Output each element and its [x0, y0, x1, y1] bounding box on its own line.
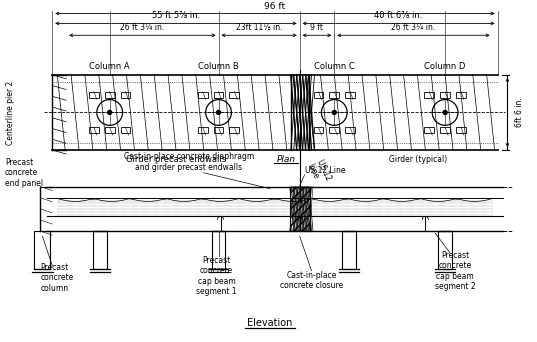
Bar	[93, 231, 107, 269]
Text: 9 ft: 9 ft	[310, 23, 323, 32]
Text: 26 ft 3¼ in.: 26 ft 3¼ in.	[391, 23, 436, 32]
Bar	[314, 92, 323, 97]
Circle shape	[332, 110, 336, 115]
Bar	[89, 127, 99, 133]
Text: Girder precast endwalls: Girder precast endwalls	[126, 155, 226, 164]
Text: US 12
Line: US 12 Line	[306, 158, 332, 186]
Circle shape	[443, 110, 447, 115]
Text: Cast-in-place
concrete closure: Cast-in-place concrete closure	[280, 271, 343, 290]
Bar	[440, 92, 450, 97]
Bar	[342, 231, 356, 269]
Text: Cast-in-place concrete diaphragm
and girder precast endwalls: Cast-in-place concrete diaphragm and gir…	[124, 153, 254, 172]
Text: Plan: Plan	[276, 155, 295, 164]
Bar	[229, 92, 240, 97]
Bar	[214, 127, 223, 133]
Bar	[456, 127, 466, 133]
Bar	[212, 231, 226, 269]
Text: Precast
concrete
cap beam
segment 2: Precast concrete cap beam segment 2	[434, 251, 475, 291]
Bar	[121, 92, 130, 97]
Bar	[329, 127, 339, 133]
Bar	[440, 127, 450, 133]
Text: 26 ft 3¼ in.: 26 ft 3¼ in.	[120, 23, 164, 32]
Bar	[424, 127, 434, 133]
Text: 40 ft 6⅞ in.: 40 ft 6⅞ in.	[374, 11, 423, 21]
Text: Elevation: Elevation	[248, 318, 293, 328]
Bar	[121, 127, 130, 133]
Text: US 12 Line: US 12 Line	[304, 166, 345, 175]
Bar	[438, 231, 452, 269]
Bar	[198, 92, 208, 97]
Bar	[424, 92, 434, 97]
Text: Precast
concrete
cap beam
segment 1: Precast concrete cap beam segment 1	[196, 256, 237, 296]
Bar	[34, 231, 50, 269]
Text: Centerline pier 2: Centerline pier 2	[6, 80, 15, 145]
Bar	[456, 92, 466, 97]
Bar	[105, 92, 114, 97]
Text: Girder (typical): Girder (typical)	[389, 155, 447, 164]
Text: 96 ft: 96 ft	[264, 1, 286, 11]
Text: Precast
concrete
column: Precast concrete column	[40, 263, 74, 293]
Text: Column C: Column C	[314, 62, 354, 71]
Bar	[314, 127, 323, 133]
Bar	[198, 127, 208, 133]
Bar	[329, 92, 339, 97]
Text: Column D: Column D	[424, 62, 466, 71]
Text: Precast
concrete
end panel: Precast concrete end panel	[5, 158, 43, 188]
Circle shape	[216, 110, 221, 115]
Text: 23ft 11⅛ in.: 23ft 11⅛ in.	[236, 23, 282, 32]
Bar	[229, 127, 240, 133]
Bar	[345, 127, 355, 133]
Bar	[290, 187, 309, 231]
Text: Column B: Column B	[198, 62, 239, 71]
Text: 6ft 6 in.: 6ft 6 in.	[516, 97, 524, 127]
Text: Column A: Column A	[89, 62, 130, 71]
Circle shape	[108, 110, 112, 115]
Bar	[89, 92, 99, 97]
Bar	[345, 92, 355, 97]
Bar	[105, 127, 114, 133]
Bar	[214, 92, 223, 97]
Text: 55 ft 5⅞ in.: 55 ft 5⅞ in.	[152, 11, 200, 21]
